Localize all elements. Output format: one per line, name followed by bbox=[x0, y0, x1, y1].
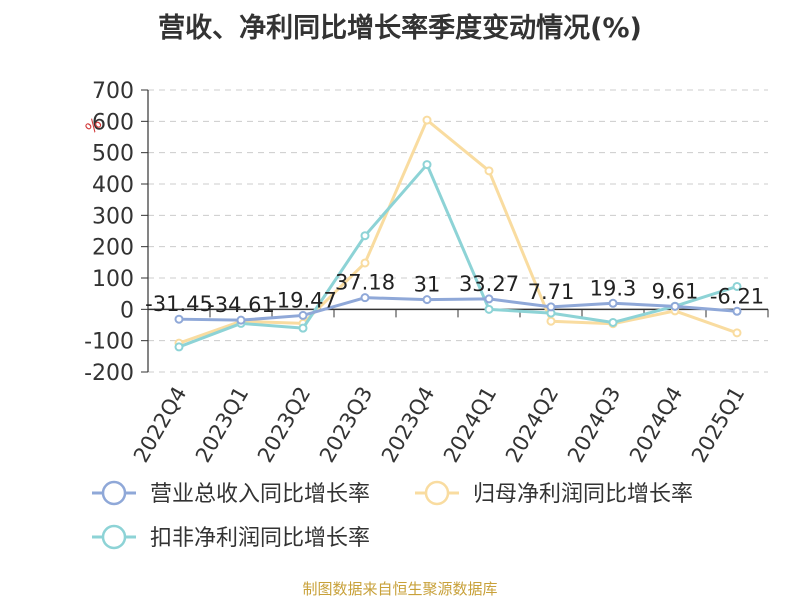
legend-label: 扣非净利润同比增长率 bbox=[150, 526, 370, 551]
y-tick-label: 400 bbox=[92, 173, 134, 198]
x-tick-label: 2023Q3 bbox=[315, 383, 377, 467]
data-point bbox=[298, 323, 308, 333]
data-label: -34.61 bbox=[207, 293, 275, 317]
data-point bbox=[360, 258, 370, 268]
y-tick-label: 700 bbox=[92, 79, 134, 104]
chart-title: 营收、净利同比增长率季度变动情况(%) bbox=[158, 13, 642, 44]
data-point bbox=[608, 317, 618, 327]
legend-marker bbox=[101, 480, 127, 506]
x-tick-label: 2024Q4 bbox=[625, 383, 687, 467]
data-point bbox=[670, 301, 680, 311]
y-tick-label: 300 bbox=[92, 204, 134, 229]
x-tick-label: 2025Q1 bbox=[687, 383, 749, 467]
data-label: 33.27 bbox=[459, 272, 519, 296]
data-point bbox=[732, 328, 742, 338]
data-point bbox=[422, 295, 432, 305]
series-line bbox=[178, 163, 738, 349]
data-point bbox=[360, 293, 370, 303]
data-point bbox=[174, 314, 184, 324]
legend-marker bbox=[424, 480, 450, 506]
x-tick-label: 2023Q4 bbox=[377, 383, 439, 467]
data-label: 19.3 bbox=[590, 276, 637, 300]
data-label: -31.45 bbox=[145, 292, 213, 316]
data-point bbox=[546, 316, 556, 326]
data-label: -6.21 bbox=[710, 284, 764, 308]
data-point bbox=[546, 302, 556, 312]
x-tick-label: 2024Q2 bbox=[501, 383, 563, 467]
data-point bbox=[608, 298, 618, 308]
data-point bbox=[732, 306, 742, 316]
data-point bbox=[484, 166, 494, 176]
legend-label: 营业总收入同比增长率 bbox=[150, 482, 370, 507]
legend-marker bbox=[101, 524, 127, 550]
data-label: 7.71 bbox=[528, 280, 575, 304]
data-point bbox=[484, 294, 494, 304]
x-tick-label: 2024Q1 bbox=[439, 383, 501, 467]
source-note: 制图数据来自恒生聚源数据库 bbox=[302, 580, 498, 598]
data-point bbox=[422, 115, 432, 125]
data-label: -19.47 bbox=[269, 288, 337, 312]
y-tick-label: 200 bbox=[92, 236, 134, 261]
data-point bbox=[174, 342, 184, 352]
series-line bbox=[178, 118, 738, 345]
x-tick-label: 2023Q1 bbox=[191, 383, 253, 467]
data-point bbox=[484, 304, 494, 314]
data-point bbox=[422, 160, 432, 170]
y-tick-label: 0 bbox=[120, 298, 134, 323]
data-point bbox=[236, 315, 246, 325]
data-point bbox=[732, 281, 742, 291]
legend-label: 归母净利润同比增长率 bbox=[473, 482, 693, 507]
x-tick-label: 2023Q2 bbox=[253, 383, 315, 467]
data-label: 9.61 bbox=[652, 279, 699, 303]
data-label: 31 bbox=[414, 273, 441, 297]
y-tick-label: 500 bbox=[92, 142, 134, 167]
y-tick-label: -100 bbox=[84, 330, 134, 355]
series-line bbox=[178, 296, 738, 322]
x-tick-label: 2024Q3 bbox=[563, 383, 625, 467]
data-point bbox=[298, 310, 308, 320]
data-label: 37.18 bbox=[335, 271, 395, 295]
x-tick-label: 2022Q4 bbox=[129, 383, 191, 467]
data-point bbox=[360, 231, 370, 241]
y-tick-label: 600 bbox=[92, 110, 134, 135]
y-tick-label: 100 bbox=[92, 267, 134, 292]
y-tick-label: -200 bbox=[84, 361, 134, 386]
